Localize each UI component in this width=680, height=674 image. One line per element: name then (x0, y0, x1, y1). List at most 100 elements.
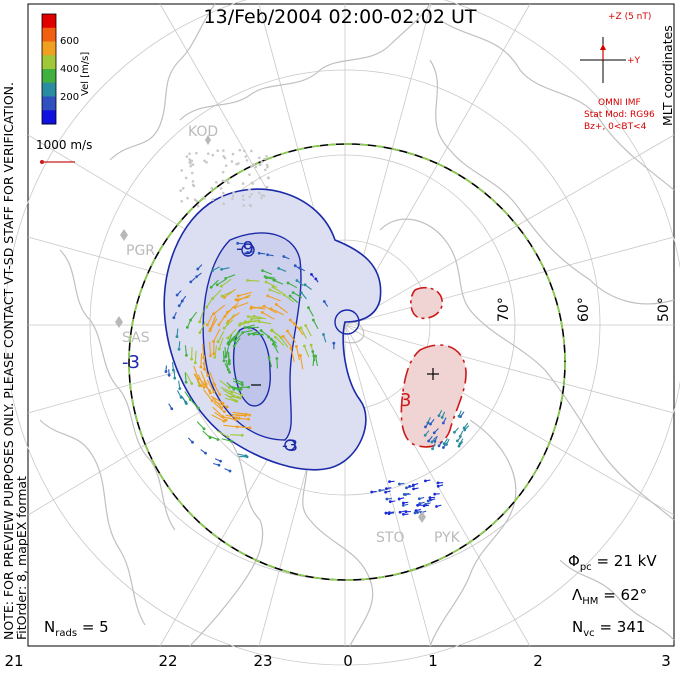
data-point (196, 204, 200, 208)
data-point (241, 182, 245, 185)
vector-line (213, 462, 220, 466)
vector-line (221, 416, 236, 421)
vector-line (315, 278, 319, 283)
fit-info-text: FitOrder: 8, mapEX format (14, 476, 29, 640)
colorbar-segment (42, 14, 56, 29)
vector-line (371, 490, 377, 493)
data-point (195, 151, 198, 155)
vector-line (292, 292, 303, 298)
data-point (263, 157, 266, 161)
vector-line (232, 377, 243, 384)
data-point (190, 171, 194, 175)
vector-line (190, 277, 196, 283)
data-point (222, 154, 225, 158)
radar-label-sas: SAS (122, 330, 150, 346)
negative-contour-small (241, 243, 255, 257)
vector-line (223, 424, 238, 428)
vector-line (173, 370, 176, 379)
data-point (222, 149, 225, 152)
vector-line (206, 379, 215, 393)
vector-line (227, 328, 237, 339)
vector-line (213, 328, 221, 342)
vector-line (271, 329, 282, 339)
data-point (219, 187, 223, 190)
vector-line (221, 438, 232, 442)
vector-line (283, 294, 295, 303)
vector-line (269, 289, 282, 295)
vector-line (272, 286, 284, 294)
radar-label-pyk: PYK (434, 530, 460, 546)
vector-line (385, 490, 391, 493)
vector-line (210, 395, 224, 404)
vector-line (399, 482, 405, 485)
vector-line (443, 438, 448, 445)
vector-line (213, 304, 226, 315)
radar-label-sto: STO (376, 530, 405, 546)
vector-line (275, 303, 288, 314)
vector-line (272, 343, 279, 354)
vector-line (218, 312, 228, 326)
vector-line (459, 438, 464, 445)
vector-origin (209, 354, 212, 358)
mlt-tick-21: 21 (4, 652, 24, 670)
vector-line (260, 330, 270, 338)
imf-condition: Bz+, 0<BT<4 (584, 122, 647, 132)
vector-line (225, 359, 229, 370)
vector-line (404, 493, 410, 495)
imf-clock (580, 37, 626, 83)
vector-line (212, 406, 224, 418)
data-point (250, 181, 254, 185)
data-point (191, 180, 195, 183)
data-point (188, 152, 191, 156)
vector-line (181, 396, 187, 404)
vector-line (224, 288, 236, 298)
data-point (220, 195, 224, 198)
data-point (266, 165, 269, 169)
vector-line (234, 417, 249, 420)
vector-line (305, 325, 312, 337)
vector-origin (240, 433, 244, 437)
vector-line (289, 319, 301, 331)
vector-line (270, 308, 284, 316)
data-point (184, 176, 188, 180)
negative-contour-small-3 (334, 309, 360, 335)
data-point (248, 195, 251, 198)
data-point (247, 188, 251, 192)
vector-line (227, 312, 240, 322)
data-point (191, 163, 195, 166)
vector-line (221, 267, 230, 270)
data-point (258, 176, 262, 180)
vector-line (434, 435, 438, 442)
vector-line (275, 336, 285, 347)
data-point (260, 160, 263, 164)
vector-line (430, 418, 435, 425)
data-point (257, 156, 261, 160)
vector-line (176, 290, 182, 296)
data-point (232, 191, 235, 194)
data-point (241, 194, 245, 198)
vector-line (282, 336, 293, 348)
positive-potential-cell-main (400, 344, 467, 448)
vector-line (225, 274, 236, 279)
vector-line (223, 319, 234, 329)
vector-line (239, 321, 252, 326)
data-point (230, 160, 234, 163)
imf-y-label: +Y (627, 56, 641, 66)
vector-line (210, 279, 219, 288)
data-point (192, 184, 196, 188)
data-point (189, 161, 192, 165)
vector-line (403, 501, 409, 504)
vector-line (278, 267, 287, 272)
vector-line (236, 425, 251, 429)
vector-line (202, 430, 211, 439)
vector-line (206, 312, 215, 326)
vector-line (232, 380, 243, 386)
positive-potential-cell-small (410, 286, 443, 320)
vector-line (406, 485, 412, 489)
vector-line (268, 357, 273, 368)
radar-site-marker (115, 316, 123, 328)
contour-label: -3 (122, 352, 140, 373)
mlt-tick-0: 0 (343, 652, 353, 670)
vector-line (295, 346, 300, 361)
